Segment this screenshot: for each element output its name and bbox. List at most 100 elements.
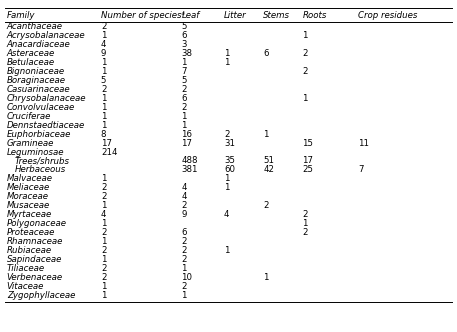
- Text: 1: 1: [181, 264, 187, 273]
- Text: 1: 1: [101, 58, 106, 67]
- Text: Zygophyllaceae: Zygophyllaceae: [7, 291, 75, 300]
- Text: Family: Family: [7, 11, 35, 20]
- Text: Crop residues: Crop residues: [358, 11, 418, 20]
- Text: 38: 38: [181, 49, 192, 58]
- Text: Vitaceae: Vitaceae: [7, 282, 44, 291]
- Text: Boraginaceae: Boraginaceae: [7, 76, 66, 85]
- Text: 3: 3: [181, 40, 187, 49]
- Text: 2: 2: [101, 183, 106, 192]
- Text: Trees/shrubs: Trees/shrubs: [15, 156, 70, 165]
- Text: 1: 1: [303, 219, 308, 228]
- Text: 2: 2: [101, 246, 106, 255]
- Text: Gramineae: Gramineae: [7, 138, 54, 147]
- Text: 15: 15: [303, 138, 314, 147]
- Text: 7: 7: [358, 165, 364, 174]
- Text: 1: 1: [303, 31, 308, 40]
- Text: 1: 1: [181, 112, 187, 121]
- Text: 1: 1: [101, 237, 106, 246]
- Text: 4: 4: [181, 192, 187, 201]
- Text: 4: 4: [181, 183, 187, 192]
- Text: Verbenaceae: Verbenaceae: [7, 273, 63, 282]
- Text: Roots: Roots: [303, 11, 327, 20]
- Text: Herbaceous: Herbaceous: [15, 165, 66, 174]
- Text: 1: 1: [224, 49, 229, 58]
- Text: 2: 2: [101, 22, 106, 31]
- Text: 1: 1: [101, 112, 106, 121]
- Text: 1: 1: [101, 201, 106, 210]
- Text: 10: 10: [181, 273, 192, 282]
- Text: 2: 2: [181, 255, 187, 264]
- Text: 1: 1: [224, 183, 229, 192]
- Text: 2: 2: [303, 67, 308, 76]
- Text: Sapindaceae: Sapindaceae: [7, 255, 62, 264]
- Text: 381: 381: [181, 165, 198, 174]
- Text: 5: 5: [181, 76, 187, 85]
- Text: 1: 1: [303, 94, 308, 103]
- Text: 17: 17: [101, 138, 112, 147]
- Text: 1: 1: [181, 58, 187, 67]
- Text: 2: 2: [181, 237, 187, 246]
- Text: 1: 1: [101, 67, 106, 76]
- Text: Acanthaceae: Acanthaceae: [7, 22, 63, 31]
- Text: 31: 31: [224, 138, 235, 147]
- Text: Polygonaceae: Polygonaceae: [7, 219, 67, 228]
- Text: 4: 4: [101, 40, 106, 49]
- Text: Meliaceae: Meliaceae: [7, 183, 50, 192]
- Text: 1: 1: [101, 121, 106, 130]
- Text: Malvaceae: Malvaceae: [7, 174, 53, 183]
- Text: 4: 4: [101, 210, 106, 219]
- Text: Tiliaceae: Tiliaceae: [7, 264, 45, 273]
- Text: Dennstaedtiaceae: Dennstaedtiaceae: [7, 121, 85, 130]
- Text: 2: 2: [303, 228, 308, 237]
- Text: 2: 2: [224, 129, 229, 139]
- Text: 4: 4: [224, 210, 229, 219]
- Text: 2: 2: [181, 282, 187, 291]
- Text: 1: 1: [181, 291, 187, 300]
- Text: 1: 1: [263, 273, 269, 282]
- Text: 5: 5: [181, 22, 187, 31]
- Text: Casuarinaceae: Casuarinaceae: [7, 85, 70, 94]
- Text: 2: 2: [101, 192, 106, 201]
- Text: Moraceae: Moraceae: [7, 192, 49, 201]
- Text: Convolvulaceae: Convolvulaceae: [7, 103, 75, 112]
- Text: Litter: Litter: [224, 11, 247, 20]
- Text: Myrtaceae: Myrtaceae: [7, 210, 52, 219]
- Text: 2: 2: [101, 228, 106, 237]
- Text: 5: 5: [101, 76, 106, 85]
- Text: Leaf: Leaf: [181, 11, 200, 20]
- Text: Betulaceae: Betulaceae: [7, 58, 55, 67]
- Text: 2: 2: [263, 201, 269, 210]
- Text: Rhamnaceae: Rhamnaceae: [7, 237, 63, 246]
- Text: 488: 488: [181, 156, 198, 165]
- Text: 1: 1: [224, 58, 229, 67]
- Text: Bignoniaceae: Bignoniaceae: [7, 67, 65, 76]
- Text: 2: 2: [181, 246, 187, 255]
- Text: 60: 60: [224, 165, 235, 174]
- Text: 2: 2: [181, 201, 187, 210]
- Text: 1: 1: [263, 129, 269, 139]
- Text: Cruciferae: Cruciferae: [7, 112, 51, 121]
- Text: Asteraceae: Asteraceae: [7, 49, 55, 58]
- Text: 1: 1: [101, 282, 106, 291]
- Text: Proteaceae: Proteaceae: [7, 228, 55, 237]
- Text: 7: 7: [181, 67, 187, 76]
- Text: 6: 6: [263, 49, 269, 58]
- Text: Euphorbiaceae: Euphorbiaceae: [7, 129, 71, 139]
- Text: 1: 1: [224, 246, 229, 255]
- Text: 42: 42: [263, 165, 275, 174]
- Text: 9: 9: [181, 210, 187, 219]
- Text: Acrysobalanaceae: Acrysobalanaceae: [7, 31, 85, 40]
- Text: 2: 2: [101, 264, 106, 273]
- Text: Anacardiaceae: Anacardiaceae: [7, 40, 70, 49]
- Text: Chrysobalanaceae: Chrysobalanaceae: [7, 94, 86, 103]
- Text: 11: 11: [358, 138, 369, 147]
- Text: 35: 35: [224, 156, 235, 165]
- Text: 2: 2: [101, 273, 106, 282]
- Text: Rubiaceae: Rubiaceae: [7, 246, 52, 255]
- Text: 2: 2: [303, 210, 308, 219]
- Text: 6: 6: [181, 228, 187, 237]
- Text: 6: 6: [181, 31, 187, 40]
- Text: 1: 1: [101, 174, 106, 183]
- Text: 1: 1: [101, 94, 106, 103]
- Text: 2: 2: [181, 103, 187, 112]
